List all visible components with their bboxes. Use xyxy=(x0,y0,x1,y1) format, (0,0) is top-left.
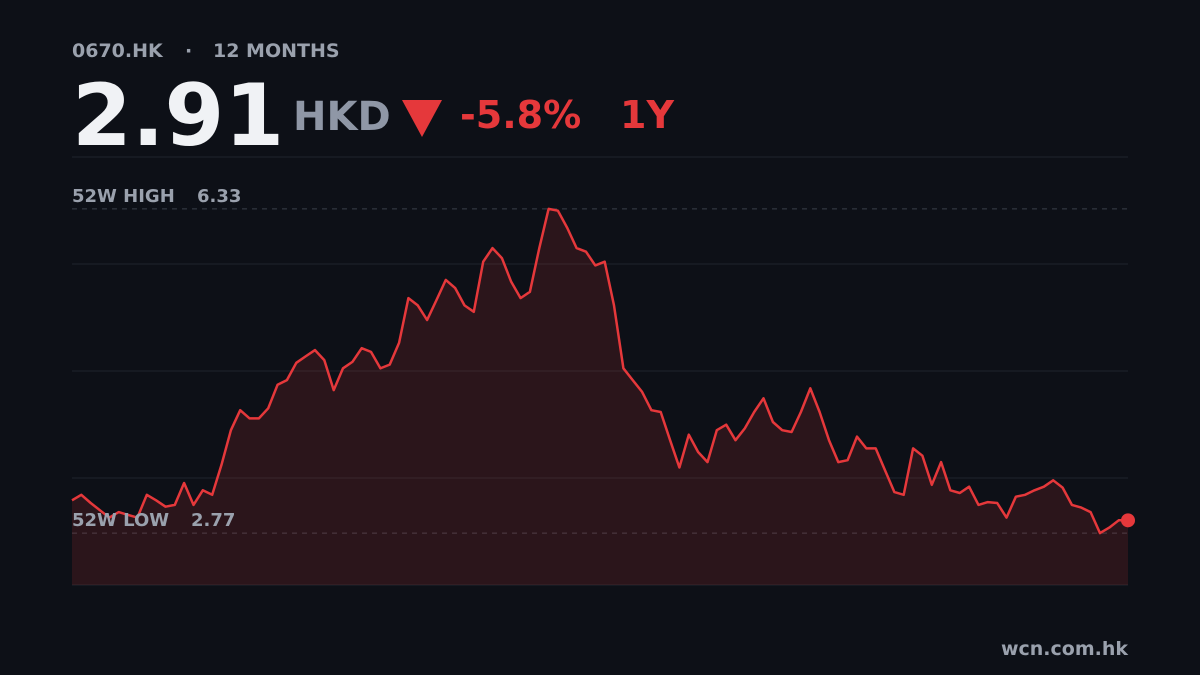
reference-value: 6.33 xyxy=(197,186,241,207)
reference-label: 52W LOW xyxy=(72,510,169,531)
reference-label: 52W HIGH xyxy=(72,186,175,207)
price-line xyxy=(71,207,1128,535)
price: 2.91 xyxy=(72,66,284,166)
last-point xyxy=(1121,513,1135,528)
area xyxy=(72,208,1128,585)
source: wcn.com.hk xyxy=(1001,638,1128,660)
change: -5.8% xyxy=(460,93,581,137)
separator: · xyxy=(185,40,192,62)
reference-value: 2.77 xyxy=(191,510,235,531)
currency: HKD xyxy=(293,94,391,140)
range: 1Y xyxy=(620,93,674,137)
symbol: 0670.HK xyxy=(72,40,164,62)
down-arrow xyxy=(402,100,442,137)
plot: 52W HIGH 6.33 52W LOW 2.77 xyxy=(71,156,1135,586)
period: 12 MONTHS xyxy=(213,40,340,62)
